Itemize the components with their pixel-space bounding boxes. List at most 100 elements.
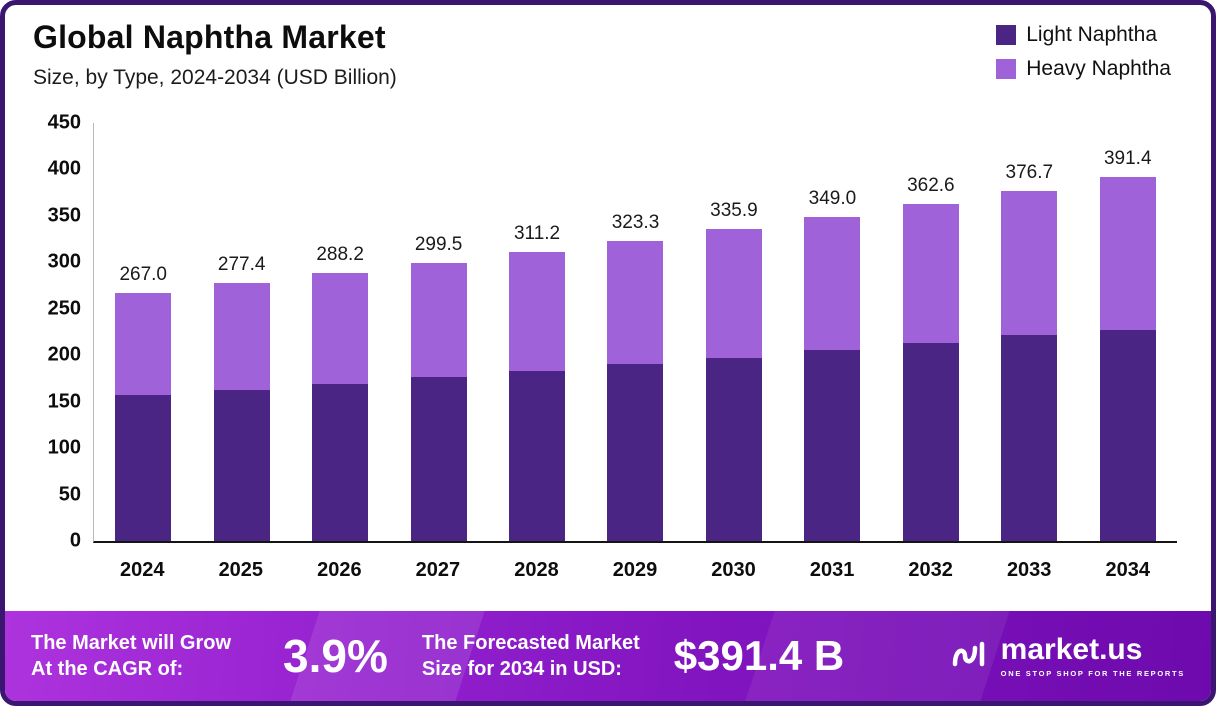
plot: 267.0 277.4 288.2 299.5 311.2 323.3 335.9 349.0… [93,123,1177,543]
bar-value-label: 288.2 [316,244,364,266]
plot-area: 267.0 277.4 288.2 299.5 311.2 323.3 335.9 349.0… [93,123,1177,582]
marketus-logo-tagline: ONE STOP SHOP FOR THE REPORTS [1000,668,1185,678]
forecast-label-line2: Size for 2034 in USD: [421,658,622,680]
y-axis-tick-label: 250 [47,297,81,320]
cagr-label-line2: At the CAGR of: [31,658,184,680]
chart-subtitle: Size, by Type, 2024-2034 (USD Billion) [33,66,397,89]
stacked-bar-2034 [1099,177,1156,541]
chart-header: Global Naphtha Market Size, by Type, 202… [33,19,397,90]
x-axis-label-2028: 2028 [514,559,559,581]
legend-label-heavy-naphtha: Heavy Naphtha [1026,57,1171,80]
bar-value-label: 376.7 [1005,162,1054,184]
legend-item-light-naphtha: Light Naphtha [996,23,1171,47]
x-axis-label-2027: 2027 [415,559,461,581]
stacked-bar-2026 [312,273,369,541]
bar-segment-light-naphtha [804,350,861,541]
legend-label-light-naphtha: Light Naphtha [1026,23,1158,46]
stacked-bar-2033 [1001,191,1058,541]
bar-value-label: 349.0 [808,187,857,209]
marketus-logo: market.us ONE STOP SHOP FOR THE REPORTS [951,632,1185,678]
bar-group-2024: 267.0 [94,123,192,541]
y-axis-tick-label: 450 [47,111,81,134]
x-axis-label-2034: 2034 [1105,559,1150,581]
bar-group-2026: 288.2 [291,123,389,541]
forecast-label-line1: The Forecasted Market [421,632,640,654]
forecast-value: $391.4 B [673,632,845,679]
stacked-bar-2027 [410,262,467,541]
bar-group-2033: 376.7 [980,123,1078,541]
bar-segment-light-naphtha [1001,335,1058,541]
bar-segment-heavy-naphtha [902,204,959,343]
stacked-bar-2032 [902,204,959,541]
marketus-logo-text-block: market.us ONE STOP SHOP FOR THE REPORTS [1000,632,1185,678]
bar-segment-heavy-naphtha [607,240,664,365]
y-axis-tick-label: 350 [47,204,81,227]
bar-group-2031: 349.0 [783,123,881,541]
bar-segment-heavy-naphtha [410,262,467,378]
bar-segment-heavy-naphtha [804,216,861,351]
cagr-value: 3.9% [283,630,388,682]
bar-segment-light-naphtha [213,389,270,541]
bar-value-label: 391.4 [1103,148,1152,170]
bar-segment-heavy-naphtha [213,283,270,390]
cagr-label: The Market will Grow At the CAGR of: [31,630,231,682]
y-axis-tick-label: 150 [47,390,81,413]
x-axis-label-2031: 2031 [809,559,855,581]
stacked-bar-2025 [213,283,270,541]
y-axis: 0 50 100 150 200 250 300 350 400 450 [31,112,93,552]
x-axis: 2024 2025 2026 2027 2028 2029 2030 2031 2032 2033… [93,543,1177,582]
bar-segment-heavy-naphtha [705,229,762,358]
legend-item-heavy-naphtha: Heavy Naphtha [996,57,1171,81]
y-axis-tick-label: 100 [47,436,81,459]
legend-swatch-heavy-naphtha [996,59,1017,79]
x-axis-label-2026: 2026 [317,559,362,581]
y-axis-tick-label: 0 [69,529,81,552]
forecast-label: The Forecasted Market Size for 2034 in U… [422,630,640,682]
bar-value-label: 311.2 [513,222,561,244]
bar-group-2025: 277.4 [192,123,290,541]
bar-segment-heavy-naphtha [509,251,566,372]
stacked-bar-2024 [115,293,172,541]
bar-segment-light-naphtha [410,377,467,541]
bar-value-label: 299.5 [414,233,463,255]
bar-value-label: 362.6 [907,175,955,197]
stacked-bar-2029 [607,240,664,541]
bar-segment-light-naphtha [705,357,762,541]
stacked-bar-2031 [804,216,861,541]
bar-group-2032: 362.6 [882,123,980,541]
bar-group-2027: 299.5 [389,123,487,541]
bar-segment-heavy-naphtha [115,293,172,396]
x-axis-label-2033: 2033 [1006,559,1052,581]
bar-group-2034: 391.4 [1079,123,1177,541]
x-axis-label-2029: 2029 [612,559,658,581]
legend: Light Naphtha Heavy Naphtha [996,23,1171,81]
bar-segment-light-naphtha [312,383,369,541]
marketus-logo-icon [951,636,991,677]
x-axis-label-2025: 2025 [218,559,264,581]
cagr-label-line1: The Market will Grow [31,632,232,654]
bar-segment-light-naphtha [1099,330,1156,541]
y-axis-tick-label: 400 [47,157,81,180]
marketus-logo-text: market.us [1000,632,1143,666]
bar-value-label: 335.9 [710,200,758,221]
stacked-bar-2028 [509,251,566,541]
x-axis-label-2030: 2030 [711,559,756,581]
stacked-bar-2030 [705,229,762,541]
bar-segment-light-naphtha [607,364,664,541]
bar-value-label: 267.0 [119,264,167,285]
bar-segment-light-naphtha [115,395,172,541]
summary-banner: The Market will Grow At the CAGR of: 3.9… [5,611,1211,701]
y-axis-tick-label: 200 [47,343,81,366]
bar-segment-heavy-naphtha [1001,191,1058,336]
chart-title: Global Naphtha Market [33,19,386,55]
bar-segment-heavy-naphtha [312,273,369,384]
y-axis-tick-label: 300 [47,250,81,273]
bar-group-2028: 311.2 [488,123,586,541]
bar-group-2029: 323.3 [586,123,684,541]
bar-segment-light-naphtha [509,371,566,541]
bar-chart: 0 50 100 150 200 250 300 350 400 450 267.0 277.4 28… [31,112,1177,582]
x-axis-label-2024: 2024 [120,559,165,581]
bar-value-label: 277.4 [217,254,266,276]
x-axis-label-2032: 2032 [908,559,953,581]
